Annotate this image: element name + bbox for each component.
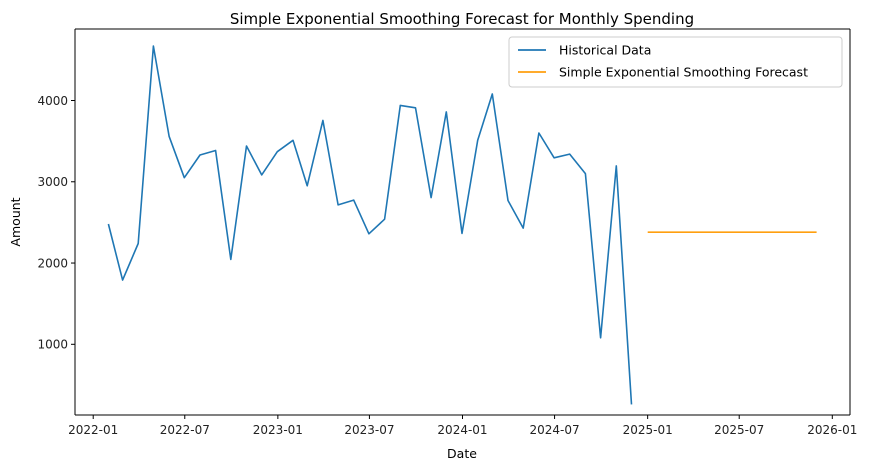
x-tick-label: 2024-01 [437,423,487,437]
x-tick-label: 2023-01 [253,423,303,437]
x-tick-label: 2025-01 [623,423,673,437]
y-axis-label: Amount [8,197,23,246]
x-tick-label: 2024-07 [529,423,579,437]
y-tick-label: 1000 [37,338,68,352]
x-tick-label: 2022-01 [68,423,118,437]
x-tick-label: 2025-07 [714,423,764,437]
y-tick-label: 4000 [37,94,68,108]
x-tick-label: 2023-07 [344,423,394,437]
y-axis-ticks: 1000 2000 3000 4000 [37,94,75,352]
legend-label-forecast: Simple Exponential Smoothing Forecast [559,65,808,80]
series-line-historical [107,45,633,405]
y-tick-label: 3000 [37,175,68,189]
series-layer [107,45,817,405]
chart-title: Simple Exponential Smoothing Forecast fo… [230,10,694,28]
legend-label-historical: Historical Data [559,43,651,58]
y-tick-label: 2000 [37,256,68,270]
x-axis-label: Date [447,446,477,461]
legend: Historical Data Simple Exponential Smoot… [508,36,843,88]
plot-area [75,29,850,415]
x-tick-label: 2022-07 [160,423,210,437]
x-tick-label: 2026-01 [807,423,857,437]
x-axis-ticks: 2022-01 2022-07 2023-01 2023-07 2024-01 2024-… [68,415,857,437]
legend-box [508,36,843,88]
